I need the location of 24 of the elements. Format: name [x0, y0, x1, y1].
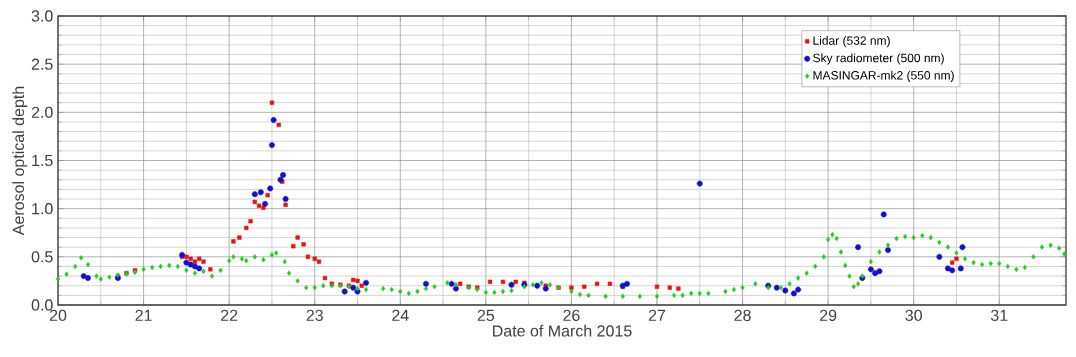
- x-tick-label: 26: [563, 309, 580, 322]
- x-tick-label: 31: [990, 309, 1008, 322]
- x-tick-label: 20: [49, 309, 67, 322]
- legend-label: MASINGAR-mk2 (550 nm): [813, 70, 954, 82]
- legend-label: Sky radiometer (500 nm): [813, 53, 944, 65]
- y-axis-title: Aerosol optical depth: [12, 86, 28, 236]
- y-tick-label: 2.0: [31, 106, 53, 118]
- x-tick-label: 30: [905, 309, 922, 322]
- x-tick-label: 28: [734, 309, 751, 322]
- y-tick-label: 2.5: [31, 58, 53, 70]
- legend-label: Lidar (532 nm): [813, 36, 890, 48]
- x-tick-label: 22: [221, 309, 238, 321]
- x-axis-title: Date of March 2015: [493, 324, 632, 337]
- y-tick-label: 1.0: [32, 203, 53, 215]
- x-tick-label: 25: [477, 309, 495, 322]
- x-tick-label: 21: [135, 309, 152, 321]
- y-tick-label: 0.5: [31, 251, 53, 263]
- x-tick-label: 24: [392, 309, 409, 321]
- y-tick-label: 1.5: [32, 154, 53, 167]
- x-tick-label: 23: [306, 309, 323, 322]
- y-tick-label: 3.0: [31, 10, 53, 22]
- x-tick-label: 27: [648, 309, 666, 321]
- x-tick-label: 29: [820, 309, 837, 322]
- y-tick-label: 0.0: [31, 299, 53, 311]
